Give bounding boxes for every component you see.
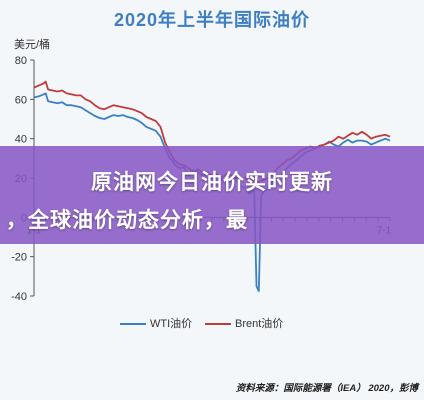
y-tick-label: -20 bbox=[11, 252, 27, 264]
legend-swatch-brent bbox=[205, 323, 231, 325]
source-note: 资料来源：国际能源署（IEA） 2020，彭博 bbox=[235, 383, 418, 394]
legend-label-wti: WTI油价 bbox=[150, 318, 193, 330]
legend-label-brent: Brent油价 bbox=[235, 318, 284, 330]
legend: WTI油价 Brent油价 bbox=[0, 316, 424, 332]
headline-banner: 原油网今日油价实时更新 ，全球油价动态分析，最 bbox=[0, 146, 424, 244]
y-tick-label: 80 bbox=[15, 55, 27, 67]
legend-swatch-wti bbox=[120, 323, 146, 325]
headline-line-2: ，全球油价动态分析，最 bbox=[6, 209, 248, 232]
y-tick-label: 40 bbox=[15, 134, 27, 146]
y-tick-label: 60 bbox=[15, 94, 27, 106]
chart-title: 2020年上半年国际油价 bbox=[113, 10, 311, 30]
y-axis-unit: 美元/桶 bbox=[14, 39, 51, 51]
y-tick-label: -40 bbox=[11, 291, 27, 303]
headline-line-1: 原油网今日油价实时更新 bbox=[91, 171, 333, 194]
